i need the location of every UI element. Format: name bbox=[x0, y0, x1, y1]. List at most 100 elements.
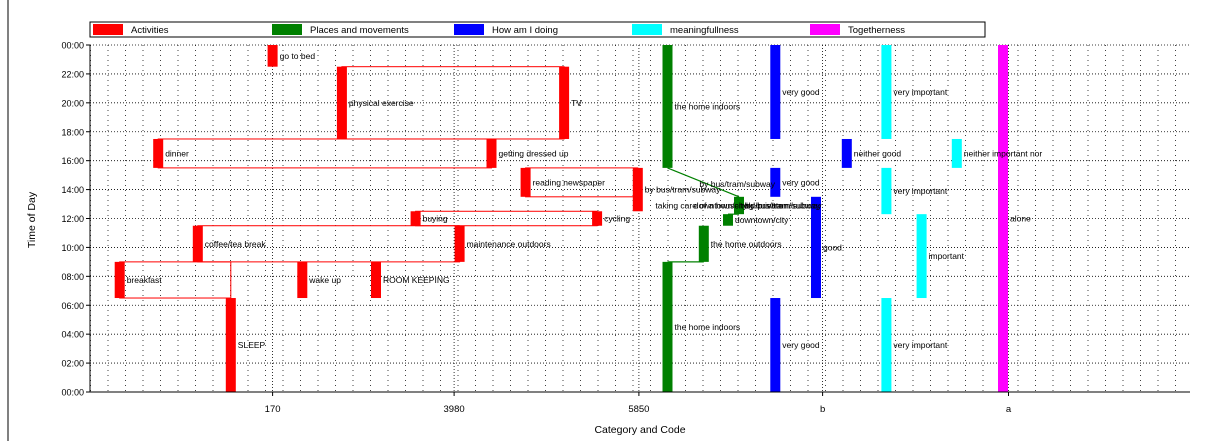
segment-label: physical exercise bbox=[349, 98, 414, 108]
segment-bar bbox=[811, 196, 821, 299]
segment-bar bbox=[998, 45, 1008, 392]
segment-bar bbox=[770, 298, 781, 392]
segment-label: important bbox=[929, 251, 965, 261]
segment-bar bbox=[410, 211, 421, 226]
segment-label: maintenance outdoors bbox=[467, 239, 551, 249]
segment-bar bbox=[841, 138, 852, 168]
legend-label-how: How am I doing bbox=[492, 25, 558, 36]
segment-label: neither important nor bbox=[964, 148, 1043, 158]
segment-bar bbox=[559, 66, 570, 139]
segment-label: ROOM KEEPING bbox=[383, 275, 450, 285]
y-tick-label: 00:00 bbox=[61, 41, 84, 51]
segment-label: very important bbox=[893, 186, 947, 196]
y-tick-label: 20:00 bbox=[61, 98, 84, 108]
segment-label: alone bbox=[1010, 214, 1031, 224]
segment-bar bbox=[916, 214, 927, 299]
segment-bar bbox=[723, 214, 733, 226]
y-tick-label: 04:00 bbox=[61, 330, 84, 340]
segment-label: buying bbox=[423, 214, 448, 224]
y-tick-label: 18:00 bbox=[61, 127, 84, 137]
segment-bar bbox=[267, 45, 278, 67]
segment-bar bbox=[881, 45, 892, 139]
legend-swatch-places bbox=[272, 24, 302, 35]
segment-label: downtown/city bbox=[694, 200, 748, 210]
segment-label: very good bbox=[782, 340, 820, 350]
segment-bar bbox=[881, 298, 892, 392]
segment-label: breakfast bbox=[127, 275, 163, 285]
segment-bar bbox=[336, 66, 347, 139]
segment-bar bbox=[881, 167, 892, 215]
segment-label: downtown/city bbox=[735, 215, 789, 225]
y-tick-label: 00:00 bbox=[61, 388, 84, 398]
segment-label: the home outdoors bbox=[711, 239, 782, 249]
segment-label: SLEEP bbox=[238, 340, 266, 350]
legend-label-places: Places and movements bbox=[310, 25, 409, 36]
segment-label: neither good bbox=[854, 148, 902, 158]
segment-bar bbox=[770, 167, 781, 197]
segment-bar bbox=[662, 45, 673, 168]
y-tick-label: 06:00 bbox=[61, 301, 84, 311]
y-tick-label: 12:00 bbox=[61, 214, 84, 224]
segment-label: TV bbox=[571, 98, 582, 108]
y-tick-label: 22:00 bbox=[61, 69, 84, 79]
y-tick-label: 14:00 bbox=[61, 185, 84, 195]
segment-bar bbox=[520, 167, 531, 197]
x-axis-title: Category and Code bbox=[594, 424, 685, 436]
segment-label: by bus/tram/subway bbox=[699, 179, 775, 189]
segment-label: by bus/tram/subway bbox=[645, 185, 721, 195]
segment-bar bbox=[297, 261, 308, 299]
segment-label: reading newspaper bbox=[533, 177, 605, 187]
segment-bar bbox=[486, 138, 497, 168]
legend-swatch-meaning bbox=[632, 24, 662, 35]
segment-label: very good bbox=[782, 177, 820, 187]
axes: 00:00 02:00 04:00 06:00 08:00 10:00 12:00 14:00… bbox=[7, 0, 1190, 441]
segment-bar bbox=[770, 45, 781, 139]
segment-label: wake up bbox=[308, 275, 341, 285]
segment-label: very important bbox=[893, 87, 947, 97]
segment-bar bbox=[225, 298, 236, 392]
segment-label: very good bbox=[782, 87, 820, 97]
segment-label: by bus/tram/subway bbox=[745, 200, 821, 210]
segment-label: getting dressed up bbox=[499, 148, 569, 158]
legend-box bbox=[89, 21, 986, 38]
y-tick-label: 10:00 bbox=[61, 243, 84, 253]
segment-label: very important bbox=[893, 340, 947, 350]
x-tick-label: 170 bbox=[265, 404, 281, 415]
y-axis-title: Time of Day bbox=[26, 191, 38, 248]
legend-label-activities: Activities bbox=[131, 25, 169, 36]
segment-label: the home indoors bbox=[675, 101, 741, 111]
segment-label: go to bed bbox=[280, 51, 316, 61]
legend: Activities Places and movements How am I d… bbox=[89, 21, 986, 38]
segment-labels: SLEEP breakfast wake up ROOM KEEPING coffee/… bbox=[127, 51, 1043, 350]
x-tick-label: 5850 bbox=[628, 404, 649, 415]
segment-bar bbox=[698, 225, 709, 262]
x-tick-label: 3980 bbox=[444, 404, 465, 415]
segment-bar bbox=[371, 261, 381, 299]
legend-swatch-together bbox=[810, 24, 840, 35]
segment-bar bbox=[153, 138, 164, 168]
segment-label: by bus/tram/subway bbox=[746, 200, 822, 210]
legend-swatch-how bbox=[454, 24, 484, 35]
segment-bar bbox=[114, 261, 125, 299]
segment-bar bbox=[632, 167, 643, 212]
connector-line bbox=[667, 167, 740, 198]
segment-bar bbox=[192, 225, 203, 262]
segment-label: taking care of a household/private bbox=[655, 200, 783, 210]
segment-bar bbox=[734, 196, 744, 215]
y-tick-label: 08:00 bbox=[61, 272, 84, 282]
legend-label-together: Togetherness bbox=[848, 25, 905, 36]
x-tick-label: b bbox=[820, 404, 825, 415]
segment-label: the home indoors bbox=[675, 322, 741, 332]
y-tick-label: 16:00 bbox=[61, 156, 84, 166]
segment-label: good bbox=[823, 242, 842, 252]
segment-label: cycling bbox=[604, 214, 630, 224]
segments bbox=[114, 45, 1008, 392]
segment-label: dinner bbox=[165, 148, 189, 158]
legend-swatch-activities bbox=[93, 24, 123, 35]
legend-label-meaning: meaningfullness bbox=[670, 25, 739, 36]
x-tick-label: a bbox=[1006, 404, 1012, 415]
segment-bar bbox=[592, 211, 603, 226]
segment-bar bbox=[662, 261, 673, 392]
y-tick-label: 02:00 bbox=[61, 359, 84, 369]
